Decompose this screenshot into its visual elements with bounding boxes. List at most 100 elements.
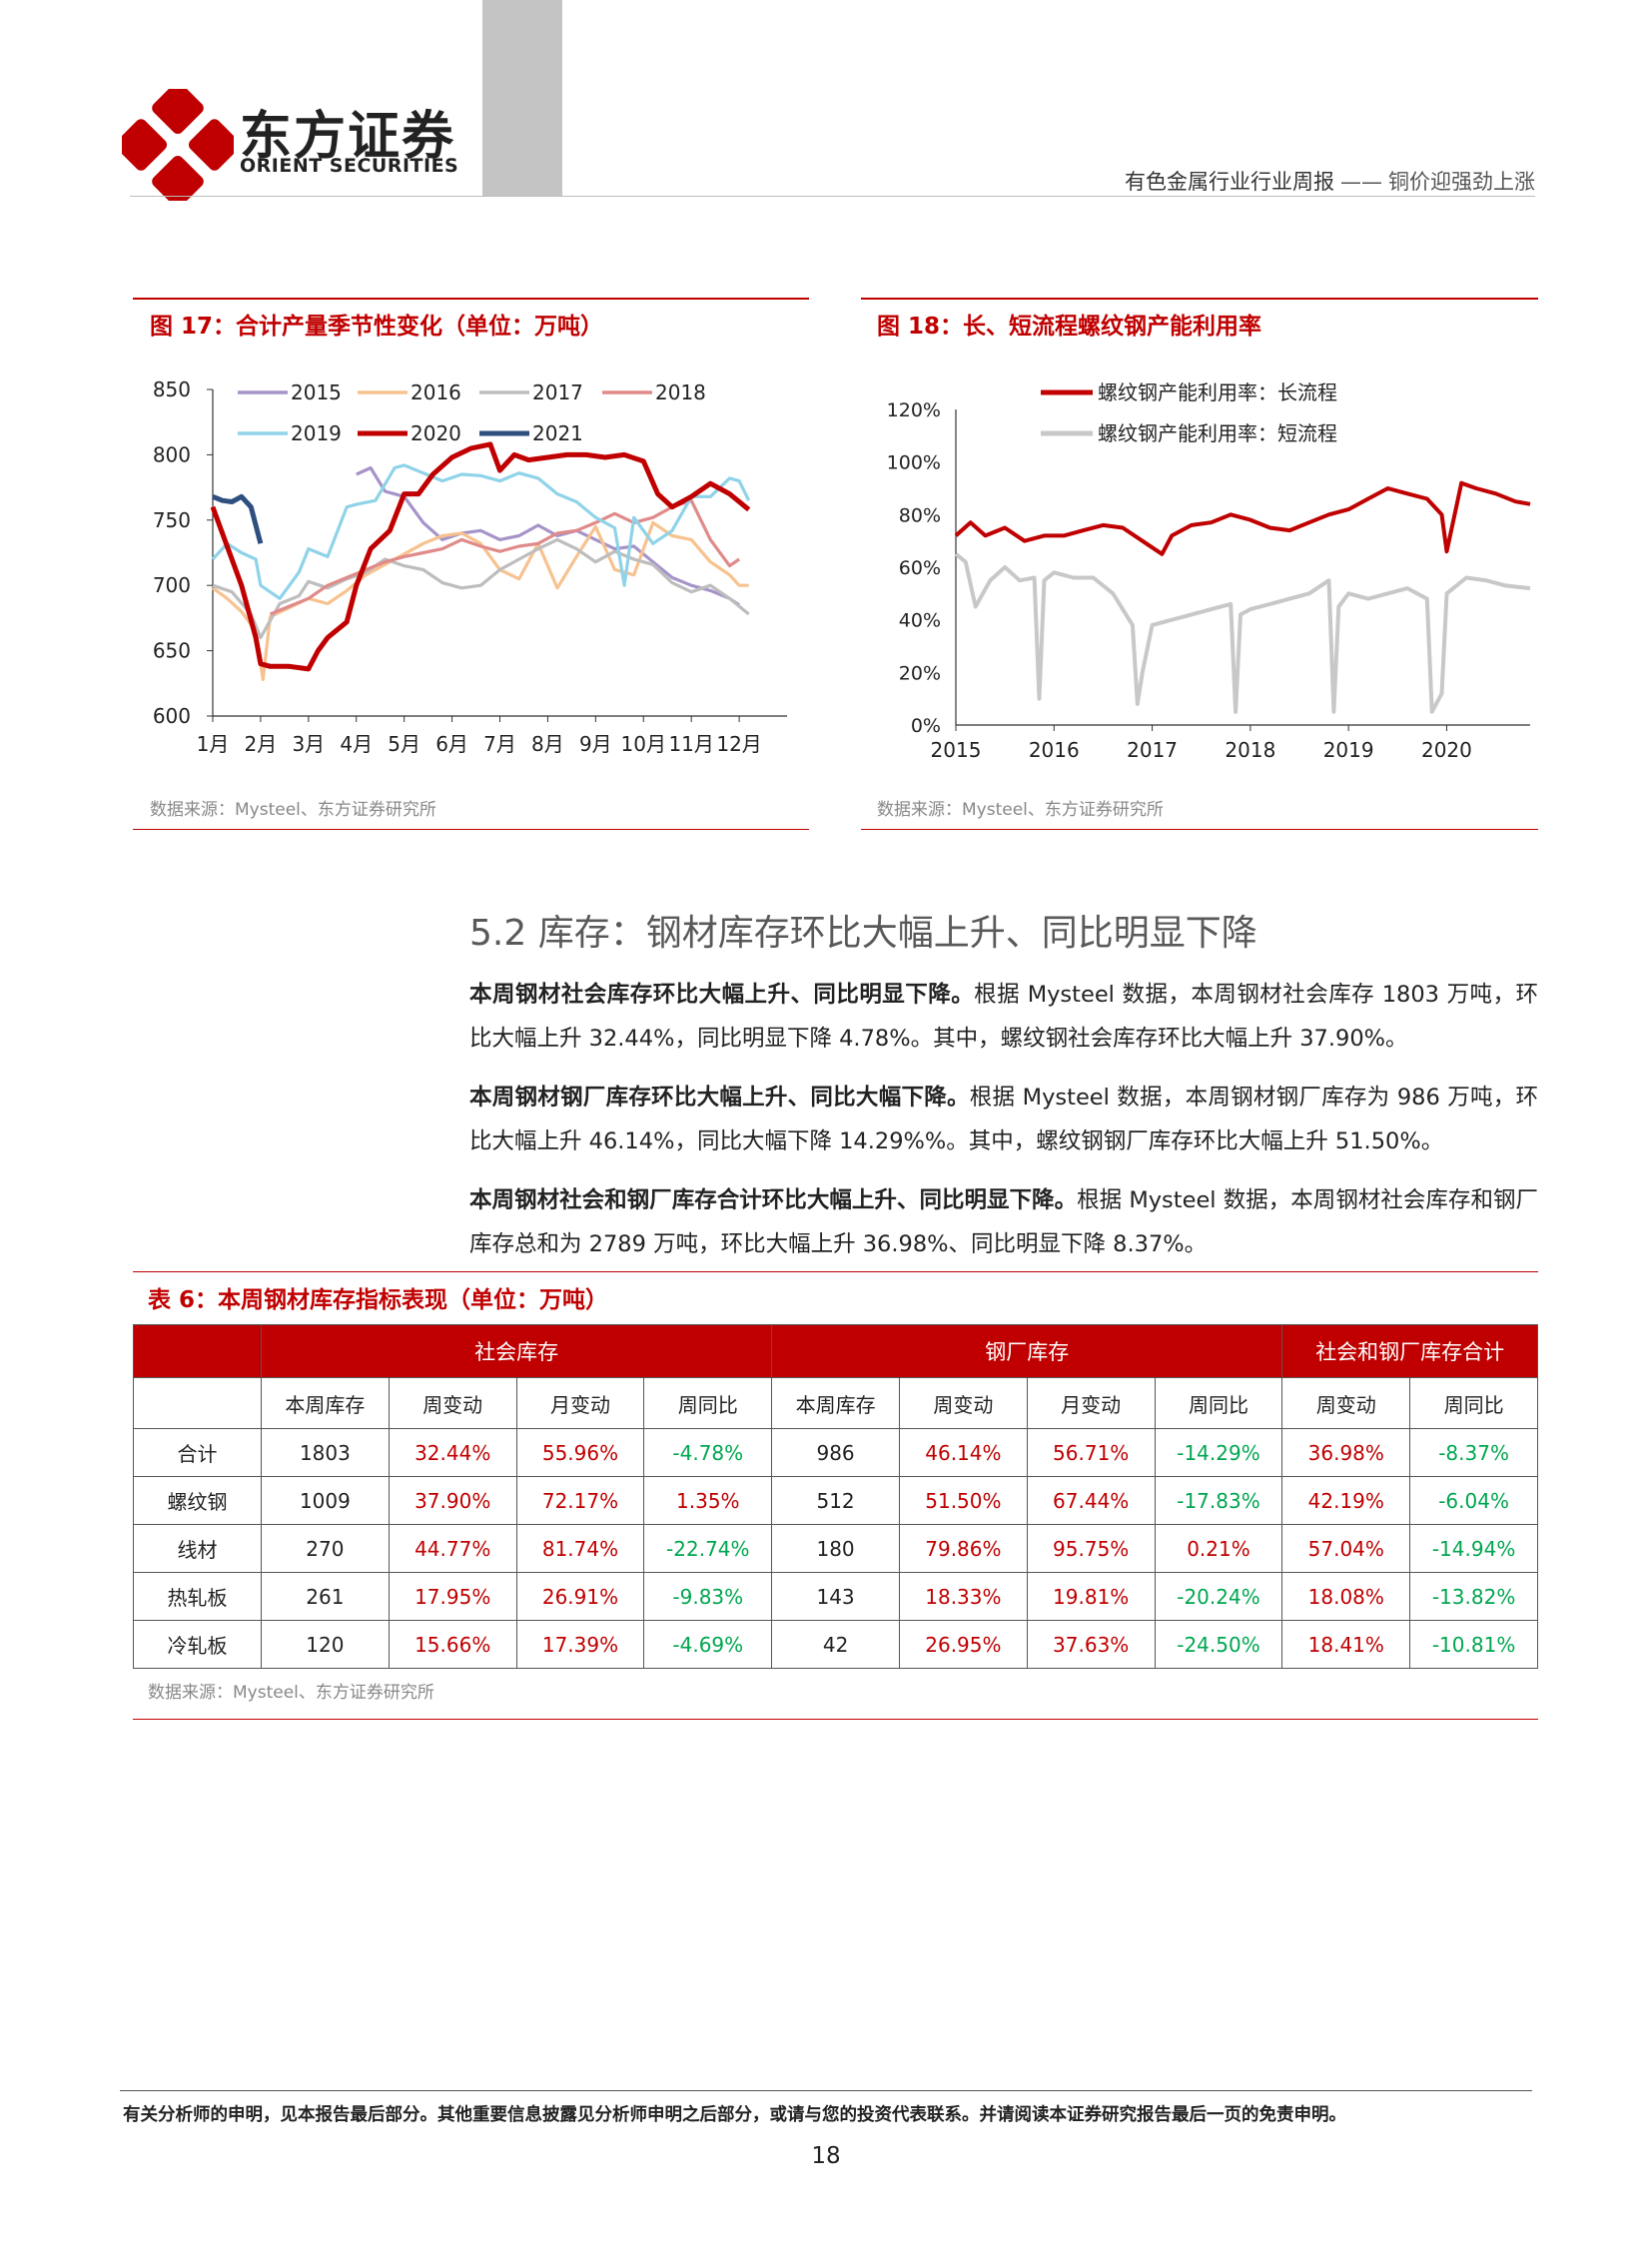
- table-subheader-cell: 本周库存: [771, 1377, 900, 1429]
- group-header-total: 社会和钢厂库存合计: [1281, 1324, 1538, 1378]
- logo-chinese-name: 东方证券: [240, 107, 456, 167]
- table-cell: 79.86%: [898, 1524, 1028, 1573]
- fig18-title: 图 18：长、短流程螺纹钢产能利用率: [877, 314, 1262, 340]
- y-tick-label: 100%: [887, 452, 941, 474]
- table-cell: 32.44%: [388, 1428, 517, 1477]
- table-cell: 26.91%: [515, 1572, 645, 1621]
- header-separator: ——: [1340, 170, 1382, 194]
- table-subheader-cell: 周同比: [1154, 1377, 1283, 1429]
- x-tick-label: 7月: [483, 732, 516, 756]
- y-tick-label: 40%: [899, 610, 941, 632]
- table-cell: 42.19%: [1281, 1476, 1411, 1525]
- table-corner-cell: [133, 1324, 262, 1378]
- table-subheader-cell: 月变动: [515, 1377, 645, 1429]
- table-row: 冷轧板 120 15.66% 17.39% -4.69% 42 26.95% 37.63% -2…: [133, 1620, 1538, 1669]
- legend-label-2017: 2017: [532, 380, 583, 404]
- table-cell: -8.37%: [1409, 1428, 1538, 1477]
- table-cell: 270: [261, 1524, 390, 1573]
- y-tick-label: 80%: [899, 504, 941, 526]
- table-cell: 18.08%: [1281, 1572, 1411, 1621]
- table-row-label: 冷轧板: [133, 1620, 262, 1669]
- legend-label: 螺纹钢产能利用率：短流程: [1098, 421, 1337, 445]
- table-cell: 1803: [261, 1428, 390, 1477]
- table-cell: -22.74%: [643, 1524, 773, 1573]
- legend-label: 螺纹钢产能利用率：长流程: [1098, 380, 1337, 404]
- x-tick-label: 5月: [388, 732, 420, 756]
- table-corner-cell: [133, 1377, 262, 1429]
- y-tick-label: 600: [153, 704, 191, 728]
- table-cell: 46.14%: [898, 1428, 1028, 1477]
- table-cell: -13.82%: [1409, 1572, 1538, 1621]
- table-cell: -20.24%: [1154, 1572, 1283, 1621]
- paragraph-lead: 本周钢材社会和钢厂库存合计环比大幅上升、同比明显下降。: [469, 1187, 1078, 1213]
- table-cell: 44.77%: [388, 1524, 517, 1573]
- paragraph-lead: 本周钢材社会库存环比大幅上升、同比明显下降。: [469, 982, 975, 1008]
- y-tick-label: 650: [153, 639, 191, 663]
- table-row-label: 合计: [133, 1428, 262, 1477]
- fig18-source: 数据来源：Mysteel、东方证券研究所: [877, 800, 1164, 820]
- table-group-header-row: 社会库存 钢厂库存 社会和钢厂库存合计: [133, 1324, 1538, 1378]
- y-tick-label: 850: [153, 377, 191, 401]
- header-gray-bar: [482, 0, 562, 197]
- table-cell: 986: [771, 1428, 900, 1477]
- table-cell: -17.83%: [1154, 1476, 1283, 1525]
- table-cell: -6.04%: [1409, 1476, 1538, 1525]
- y-tick-label: 120%: [887, 399, 941, 421]
- group-header-mill: 钢厂库存: [771, 1324, 1283, 1378]
- x-tick-label: 10月: [621, 732, 666, 756]
- table-row-label: 热轧板: [133, 1572, 262, 1621]
- paragraph-body: 根据 Mysteel 数据，本周钢材社会库存和钢厂库存总和为 2789 万吨，环…: [469, 1187, 1538, 1257]
- x-tick-label: 2018: [1225, 738, 1275, 762]
- fig17-source: 数据来源：Mysteel、东方证券研究所: [150, 800, 436, 820]
- paragraph-social-inventory: 本周钢材社会库存环比大幅上升、同比明显下降。根据 Mysteel 数据，本周钢材…: [469, 973, 1538, 1061]
- table-cell: 0.21%: [1154, 1524, 1283, 1573]
- y-tick-label: 20%: [899, 662, 941, 684]
- legend-label-2021: 2021: [532, 421, 583, 445]
- table-subheader-cell: 周同比: [1409, 1377, 1538, 1429]
- paragraph-body: 根据 Mysteel 数据，本周钢材社会库存 1803 万吨，环比大幅上升 32…: [469, 982, 1538, 1052]
- table-cell: 18.41%: [1281, 1620, 1411, 1669]
- paragraph-total-inventory: 本周钢材社会和钢厂库存合计环比大幅上升、同比明显下降。根据 Mysteel 数据…: [469, 1178, 1538, 1266]
- table-cell: 15.66%: [388, 1620, 517, 1669]
- table-cell: 57.04%: [1281, 1524, 1411, 1573]
- table-cell: -4.69%: [643, 1620, 773, 1669]
- fig18-chart: 120% 100% 80% 60% 40% 20% 0%2015 2016 2017 2018 20…: [887, 380, 1531, 762]
- x-tick-label: 2017: [1127, 738, 1178, 762]
- x-tick-label: 2020: [1421, 738, 1472, 762]
- table-cell: 17.95%: [388, 1572, 517, 1621]
- x-tick-label: 1月: [197, 732, 230, 756]
- fig17-bottom-rule: [133, 829, 809, 830]
- y-tick-label: 700: [153, 573, 191, 597]
- y-tick-label: 0%: [911, 715, 941, 737]
- legend-label-2018: 2018: [655, 380, 706, 404]
- paragraph-mill-inventory: 本周钢材钢厂库存环比大幅上升、同比大幅下降。根据 Mysteel 数据，本周钢材…: [469, 1076, 1538, 1163]
- table-cell: -9.83%: [643, 1572, 773, 1621]
- table-row: 螺纹钢 1009 37.90% 72.17% 1.35% 512 51.50% 67.44% -…: [133, 1476, 1538, 1525]
- y-tick-label: 60%: [899, 557, 941, 579]
- table-subheader-cell: 周变动: [1281, 1377, 1411, 1429]
- table-subheader-cell: 周同比: [643, 1377, 773, 1429]
- table-cell: 19.81%: [1026, 1572, 1156, 1621]
- series-line: [954, 480, 1531, 556]
- table-cell: -4.78%: [643, 1428, 773, 1477]
- table-cell: 56.71%: [1026, 1428, 1156, 1477]
- series-line: [954, 552, 1531, 714]
- table-cell: -10.81%: [1409, 1620, 1538, 1669]
- table-cell: 37.63%: [1026, 1620, 1156, 1669]
- fig17-title: 图 17：合计产量季节性变化（单位：万吨）: [150, 314, 604, 340]
- table-cell: 261: [261, 1572, 390, 1621]
- table-cell: 18.33%: [898, 1572, 1028, 1621]
- table-cell: -14.94%: [1409, 1524, 1538, 1573]
- table6-title: 表 6：本周钢材库存指标表现（单位：万吨）: [148, 1287, 609, 1313]
- table-cell: 36.98%: [1281, 1428, 1411, 1477]
- x-tick-label: 6月: [435, 732, 468, 756]
- table-cell: 37.90%: [388, 1476, 517, 1525]
- table-subheader-cell: 周变动: [388, 1377, 517, 1429]
- table-cell: 55.96%: [515, 1428, 645, 1477]
- report-header: 有色金属行业行业周报 —— 铜价迎强劲上涨: [1125, 166, 1535, 196]
- footer-divider: [120, 2090, 1532, 2091]
- x-tick-label: 4月: [340, 732, 373, 756]
- table-cell: 1.35%: [643, 1476, 773, 1525]
- table-subheader-cell: 本周库存: [261, 1377, 390, 1429]
- series-line-2021: [212, 493, 264, 544]
